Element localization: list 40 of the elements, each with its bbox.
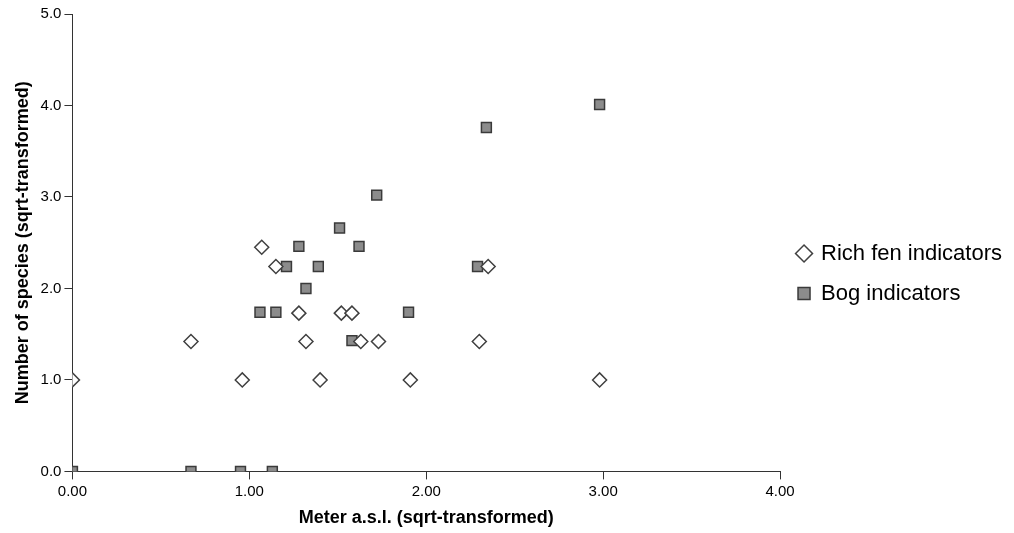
point: [291, 305, 307, 321]
x-axis-title: Meter a.s.l. (sqrt-transformed): [298, 507, 554, 528]
point: [353, 333, 369, 350]
x-tick-label: 1.00: [234, 481, 264, 499]
point: [480, 258, 496, 275]
point: [268, 258, 284, 275]
point: [312, 372, 328, 388]
y-tick-label: 3.0: [40, 187, 62, 205]
point: [254, 306, 266, 318]
legend-label: Bog indicators: [821, 279, 961, 305]
point: [270, 306, 282, 318]
point: [471, 333, 488, 350]
point: [293, 240, 305, 253]
point: [591, 372, 608, 388]
y-tick-label: 5.0: [40, 4, 62, 22]
point: [253, 239, 270, 256]
y-axis-title: Number of species (sqrt-transformed): [11, 81, 32, 405]
x-tick-label: 0.00: [57, 481, 88, 499]
point: [402, 306, 415, 318]
point: [344, 305, 360, 321]
y-tick-label: 4.0: [40, 95, 62, 113]
point: [300, 282, 312, 295]
point: [371, 189, 383, 201]
point: [402, 372, 419, 388]
y-tick-label: 2.0: [40, 278, 62, 296]
legend-label: Rich fen indicators: [821, 239, 1003, 265]
point: [234, 372, 251, 388]
point: [593, 98, 606, 111]
x-tick-label: 4.00: [765, 481, 795, 499]
point: [480, 121, 493, 134]
point: [333, 222, 346, 234]
y-tick-label: 1.0: [40, 370, 62, 388]
x-tick-label: 2.00: [411, 481, 441, 499]
point: [183, 333, 199, 350]
point: [312, 260, 325, 273]
point: [353, 240, 365, 253]
point: [298, 333, 314, 350]
y-tick-label: 0.0: [40, 461, 62, 479]
x-tick-label: 3.00: [588, 481, 618, 499]
point: [370, 333, 387, 350]
